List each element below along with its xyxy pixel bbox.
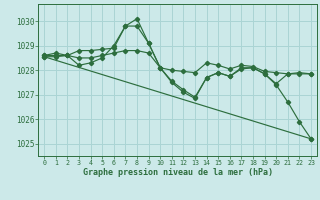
X-axis label: Graphe pression niveau de la mer (hPa): Graphe pression niveau de la mer (hPa)	[83, 168, 273, 177]
